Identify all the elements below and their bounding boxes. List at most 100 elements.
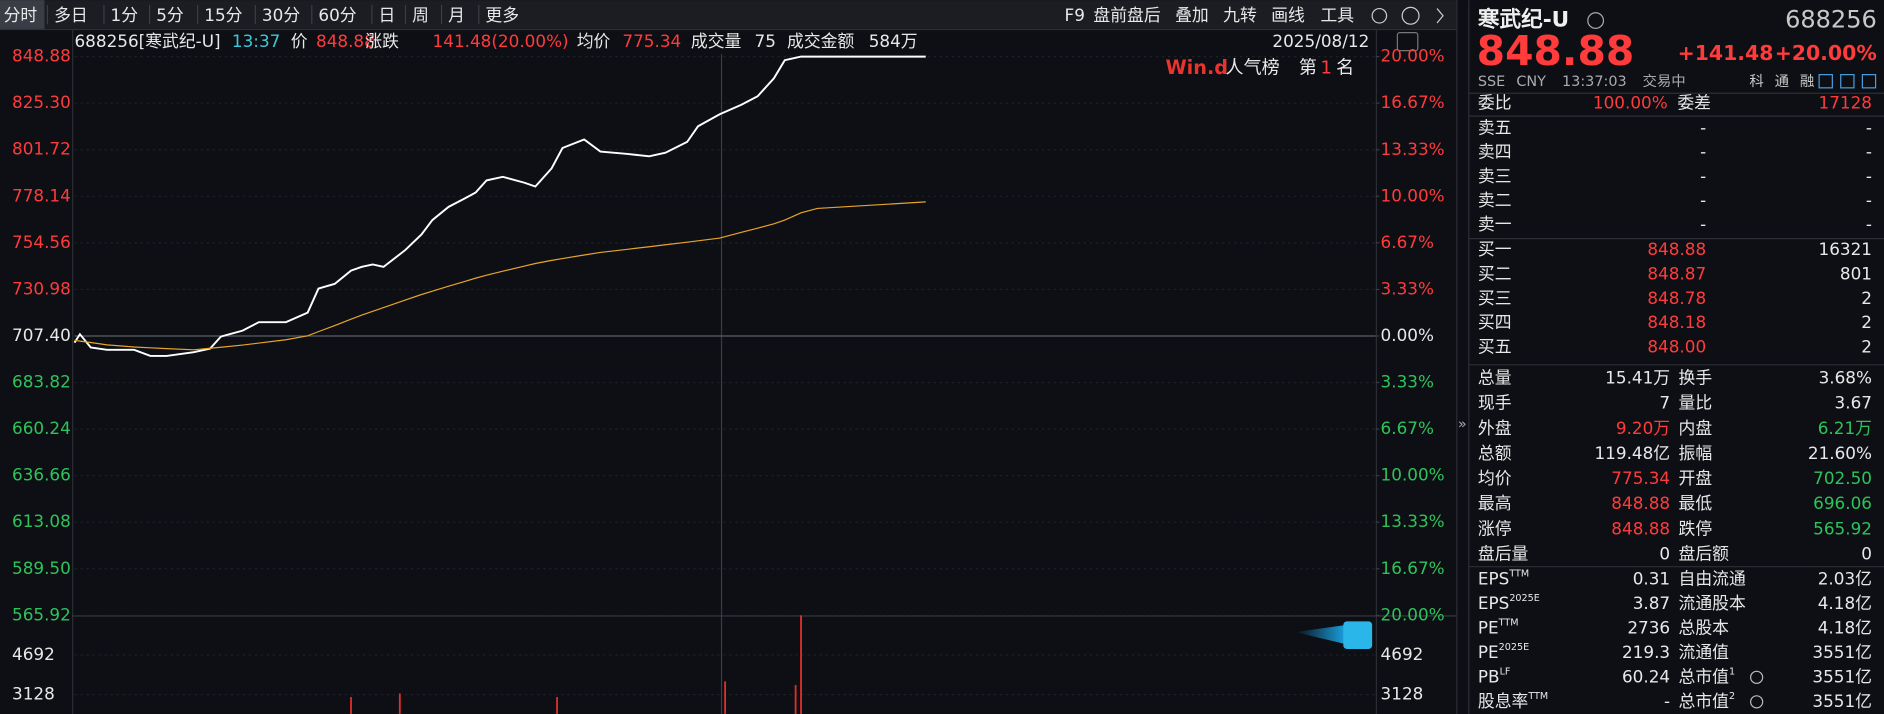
stat-label-sup: 2: [1729, 691, 1735, 702]
stat-value: 0: [1861, 543, 1872, 563]
gear-icon[interactable]: [1371, 7, 1388, 24]
period-tab[interactable]: 日: [378, 5, 395, 25]
stat-value: 3551亿: [1812, 642, 1872, 662]
info-price-label: 价: [291, 31, 308, 51]
tool-button[interactable]: 叠加: [1175, 5, 1209, 25]
stat-label: PETTM: [1478, 617, 1519, 637]
quote-exchange: SSE: [1478, 74, 1505, 90]
stat-value: 4.18亿: [1818, 617, 1872, 637]
info-change: 141.48(20.00%): [433, 31, 569, 51]
volume-bar: [398, 693, 401, 714]
period-tab[interactable]: 30分: [262, 5, 300, 25]
tool-button[interactable]: 九转: [1223, 5, 1257, 25]
bid-volume: 801: [1840, 263, 1872, 283]
stat-value: -: [1664, 691, 1670, 711]
y2-tick-label: 10.00%: [1381, 185, 1445, 205]
bid-label: 买二: [1478, 263, 1512, 283]
period-tab[interactable]: 多日: [54, 5, 88, 25]
ask-volume: -: [1866, 190, 1872, 210]
stat-label-text: PB: [1478, 666, 1500, 686]
stat-value: 848.88: [1611, 518, 1670, 538]
popularity-rank: 1: [1320, 58, 1331, 79]
bid-label: 买一: [1478, 239, 1512, 259]
stat-label-text: 股息率: [1478, 691, 1528, 711]
next-icon[interactable]: [1436, 8, 1444, 24]
stat-value: 21.60%: [1808, 443, 1872, 463]
stat-label-sup: TTM: [1498, 617, 1519, 628]
period-tab[interactable]: 15分: [204, 5, 242, 25]
period-tab[interactable]: 分时: [4, 5, 38, 25]
ask-price: -: [1700, 214, 1706, 234]
info-amount: 584万: [869, 31, 918, 51]
y-tick-label: 801.72: [12, 139, 71, 159]
info-code-name: 688256[寒武纪-U]: [74, 31, 220, 51]
wp-icon[interactable]: [1396, 31, 1419, 52]
volume-tick-label: 4692: [1381, 644, 1424, 664]
ask-label: 卖四: [1478, 142, 1512, 162]
stat-label: 总额: [1478, 443, 1512, 463]
collapse-arrow[interactable]: »: [1458, 416, 1467, 432]
info-change-label: 涨跌: [365, 31, 399, 51]
y2-tick-label: 13.33%: [1381, 139, 1445, 159]
volume-bar: [794, 685, 797, 714]
info-icon[interactable]: [1587, 12, 1605, 29]
info-vol-label: 成交量: [691, 31, 742, 51]
stat-label: 外盘: [1478, 418, 1512, 438]
stat-label: PBLF: [1478, 666, 1511, 686]
stat-label-sup: 2025E: [1509, 593, 1540, 604]
stat-label-text: EPS: [1478, 593, 1509, 613]
yen-icon: [1750, 695, 1764, 709]
period-tab[interactable]: 60分: [318, 5, 356, 25]
ratio-label: 委差: [1677, 92, 1711, 112]
stat-label: 换手: [1679, 368, 1713, 388]
icon[interactable]: [1818, 74, 1833, 89]
help-icon[interactable]: [1401, 6, 1420, 25]
ratio-value: 100.00%: [1593, 92, 1668, 112]
ask-volume: -: [1866, 214, 1872, 234]
bid-volume: 2: [1861, 337, 1872, 357]
tool-button[interactable]: 画线: [1271, 5, 1305, 25]
stat-label: 跌停: [1679, 518, 1713, 538]
stat-label-sup: LF: [1500, 666, 1511, 677]
stat-value: 7: [1659, 393, 1670, 413]
icon[interactable]: [1861, 74, 1877, 89]
period-tab[interactable]: 1分: [111, 5, 139, 25]
ask-label: 卖三: [1478, 166, 1512, 186]
tool-button[interactable]: F9: [1065, 5, 1085, 25]
period-tab[interactable]: 月: [448, 5, 465, 25]
bid-price: 848.00: [1647, 337, 1706, 357]
quote-tag: 科: [1749, 73, 1763, 90]
stat-value: 0: [1659, 543, 1670, 563]
ask-volume: -: [1866, 118, 1872, 138]
stat-value: 3.67: [1835, 393, 1872, 413]
y-tick-label: 565.92: [12, 604, 71, 624]
tool-button[interactable]: 盘前盘后: [1093, 5, 1160, 25]
period-tab[interactable]: 5分: [156, 5, 184, 25]
stock-name: 寒武纪-U: [1478, 7, 1569, 33]
period-tab[interactable]: 周: [412, 5, 429, 25]
ask-price: -: [1700, 166, 1706, 186]
quote-status: 交易中: [1642, 72, 1685, 90]
stat-label-text: EPS: [1478, 568, 1509, 588]
bid-price: 848.87: [1647, 263, 1706, 283]
y2-tick-label: 0.00%: [1381, 325, 1434, 345]
volume-tick-label: 3128: [1381, 684, 1424, 704]
last-price: 848.88: [1477, 27, 1635, 75]
y2-tick-label: 20.00%: [1381, 604, 1445, 624]
ask-price: -: [1700, 118, 1706, 138]
popularity-rank-suffix: 名: [1336, 58, 1354, 79]
popularity-brand: Win.d: [1165, 56, 1228, 79]
stat-label: EPS2025E: [1478, 593, 1540, 613]
ask-label: 卖一: [1478, 214, 1512, 234]
bid-label: 买五: [1478, 337, 1512, 357]
stat-value: 6.21万: [1818, 418, 1872, 438]
y2-tick-label: 20.00%: [1381, 46, 1445, 66]
stat-value: 4.18亿: [1818, 593, 1872, 613]
period-tab[interactable]: 更多: [485, 5, 519, 25]
tool-button[interactable]: 工具: [1320, 5, 1354, 25]
ask-volume: -: [1866, 166, 1872, 186]
icon[interactable]: [1840, 74, 1855, 89]
stat-value: 565.92: [1813, 518, 1872, 538]
